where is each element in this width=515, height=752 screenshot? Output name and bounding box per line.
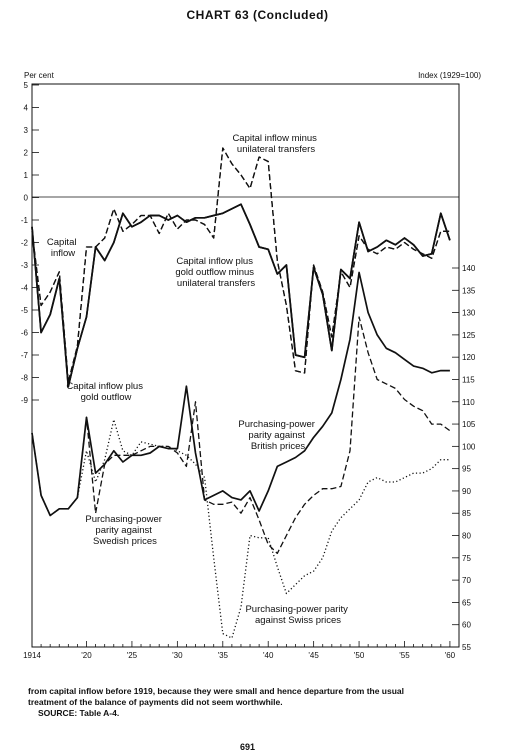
footnote-line-2: treatment of the balance of payments did… bbox=[28, 697, 283, 707]
left-tick-label: -9 bbox=[21, 396, 29, 405]
annotation-line: Purchasing-power bbox=[85, 514, 162, 525]
annotation-line: Purchasing-power bbox=[238, 419, 315, 430]
annotation-capital-plus-gold: Capital inflow plus gold outflow bbox=[66, 381, 145, 403]
x-tick-label: '35 bbox=[218, 651, 229, 660]
right-tick-label: 75 bbox=[462, 554, 471, 563]
left-tick-label: -3 bbox=[21, 261, 29, 270]
x-tick-label: '25 bbox=[127, 651, 138, 660]
plot-frame bbox=[31, 83, 460, 648]
annotation-ppp-british: Purchasing-power parity against British … bbox=[238, 419, 317, 452]
annotation-line: gold outflow bbox=[81, 392, 132, 403]
left-tick-label: -7 bbox=[21, 351, 29, 360]
annotation-ppp-swiss: Purchasing-power parity against Swiss pr… bbox=[245, 604, 350, 626]
left-tick-label: -8 bbox=[21, 374, 29, 383]
left-tick-label: 1 bbox=[24, 171, 29, 180]
annotation-line: Capital inflow minus bbox=[232, 133, 317, 144]
right-tick-label: 130 bbox=[462, 309, 476, 318]
annotation-line: unilateral transfers bbox=[237, 144, 315, 155]
series-line-purchasing-power-parity-against-swedish-prices bbox=[31, 316, 451, 555]
left-axis-label: Per cent bbox=[24, 71, 55, 80]
annotation-capital-inflow-minus-transfers: Capital inflow minus unilateral transfer… bbox=[232, 133, 319, 155]
annotation-line: gold outflow minus bbox=[175, 267, 254, 278]
right-tick-label: 120 bbox=[462, 353, 476, 362]
right-tick-label: 135 bbox=[462, 286, 476, 295]
series-line-capital-inflow-plus-gold-outflow bbox=[31, 203, 451, 388]
x-tick-label: '50 bbox=[354, 651, 365, 660]
left-tick-label: -2 bbox=[21, 239, 29, 248]
x-tick-label: 1914 bbox=[23, 651, 41, 660]
right-tick-label: 125 bbox=[462, 331, 476, 340]
annotation-line: inflow bbox=[51, 248, 75, 259]
right-tick-label: 70 bbox=[462, 576, 471, 585]
series-line-capital-inflow-plus-gold-outflow-minus-unilateral-transfers bbox=[31, 203, 451, 388]
left-tick-label: -5 bbox=[21, 306, 29, 315]
right-tick-label: 55 bbox=[462, 643, 471, 652]
left-tick-label: -6 bbox=[21, 329, 29, 338]
right-axis-label: Index (1929=100) bbox=[418, 71, 481, 80]
right-tick-label: 85 bbox=[462, 509, 471, 518]
annotation-line: Capital inflow plus bbox=[176, 256, 253, 267]
right-tick-label: 105 bbox=[462, 420, 476, 429]
x-tick-label: '20 bbox=[81, 651, 92, 660]
annotation-line: Capital bbox=[47, 237, 77, 248]
page-number: 691 bbox=[240, 742, 256, 752]
left-tick-label: 5 bbox=[24, 81, 29, 90]
annotation-capital-gold-minus-transfers: Capital inflow plus gold outflow minus u… bbox=[175, 256, 256, 289]
chart-title: CHART 63 (Concluded) bbox=[186, 8, 329, 22]
footnote-line-1: from capital inflow before 1919, because… bbox=[28, 686, 405, 696]
right-tick-label: 140 bbox=[462, 264, 476, 273]
source-note: SOURCE: Table A-4. bbox=[38, 708, 120, 718]
annotation-line: parity against bbox=[248, 430, 305, 441]
left-tick-label: 3 bbox=[24, 126, 29, 135]
right-tick-label: 65 bbox=[462, 598, 471, 607]
series-line-purchasing-power-parity-against-swiss-prices bbox=[31, 418, 450, 639]
left-tick-label: -1 bbox=[21, 216, 29, 225]
x-tick-label: '40 bbox=[263, 651, 274, 660]
left-tick-label: 2 bbox=[24, 149, 29, 158]
x-tick-label: '45 bbox=[308, 651, 319, 660]
annotation-line: Purchasing-power parity bbox=[245, 604, 348, 615]
x-tick-label: '55 bbox=[399, 651, 410, 660]
annotation-line: Swedish prices bbox=[93, 536, 157, 547]
x-tick-label: '60 bbox=[445, 651, 456, 660]
footnote: from capital inflow before 1919, because… bbox=[28, 686, 508, 719]
x-tick-label: '30 bbox=[172, 651, 183, 660]
right-tick-label: 100 bbox=[462, 442, 476, 451]
series-line-capital-inflow bbox=[31, 147, 450, 383]
right-tick-label: 95 bbox=[462, 465, 471, 474]
right-tick-label: 60 bbox=[462, 621, 471, 630]
left-tick-label: 0 bbox=[24, 194, 29, 203]
annotation-line: British prices bbox=[251, 441, 306, 452]
left-tick-label: 4 bbox=[24, 104, 29, 113]
right-tick-label: 80 bbox=[462, 532, 471, 541]
annotation-line: unilateral transfers bbox=[177, 278, 255, 289]
right-tick-label: 90 bbox=[462, 487, 471, 496]
annotation-line: against Swiss prices bbox=[255, 615, 341, 626]
left-tick-label: -4 bbox=[21, 284, 29, 293]
annotation-ppp-swedish: Purchasing-power parity against Swedish … bbox=[85, 514, 164, 547]
right-tick-label: 110 bbox=[462, 398, 475, 407]
annotation-line: parity against bbox=[95, 525, 152, 536]
annotation-line: Capital inflow plus bbox=[66, 381, 143, 392]
annotation-capital-inflow: Capital inflow bbox=[47, 237, 79, 259]
right-tick-label: 115 bbox=[462, 375, 475, 384]
